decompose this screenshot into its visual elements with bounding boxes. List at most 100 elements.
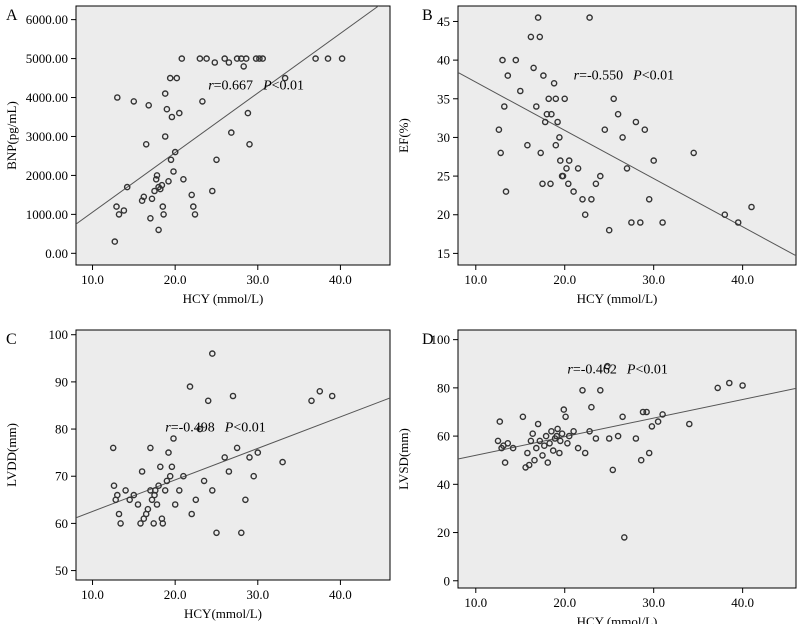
data-point-d-7 [519, 413, 527, 421]
data-point-c-30 [168, 463, 176, 471]
data-point-a-22 [161, 133, 169, 140]
x-tick-label-a-3: 40.0 [329, 272, 352, 287]
annotation-r-value-a: =0.667 [214, 79, 253, 94]
data-point-d-57 [714, 384, 722, 392]
data-point-a-39 [199, 98, 206, 105]
panel-letter-a: A [6, 7, 18, 24]
data-point-b-35 [574, 165, 582, 172]
data-point-c-20 [151, 487, 159, 494]
data-point-d-30 [560, 406, 568, 413]
data-point-c-8 [130, 491, 138, 499]
data-point-d-34 [570, 427, 577, 435]
data-point-a-3 [115, 211, 123, 218]
data-point-d-10 [525, 461, 533, 469]
data-point-a-55 [259, 55, 267, 62]
data-point-a-29 [170, 168, 177, 175]
data-point-b-1 [497, 149, 505, 157]
x-tick-label-a-0: 10.0 [81, 272, 104, 287]
annotation-c: r=-0.498 P<0.01 [165, 420, 265, 435]
data-point-d-47 [621, 534, 628, 541]
data-point-a-56 [281, 74, 289, 82]
data-point-d-31 [562, 413, 569, 421]
data-point-b-55 [690, 149, 698, 157]
data-point-d-40 [592, 435, 600, 442]
data-point-c-23 [156, 463, 164, 471]
x-axis-title-d: HCY (mmol/L) [577, 614, 658, 624]
y-axis-title-b: EF(%) [396, 118, 411, 153]
y-tick-label-d-2: 40 [437, 477, 450, 492]
data-point-b-23 [552, 141, 560, 149]
y-axis-title-d: LVSD(mm) [396, 428, 411, 490]
y-tick-label-a-0: 0.00 [45, 246, 68, 261]
data-point-b-50 [637, 219, 644, 226]
data-point-c-6 [122, 487, 129, 494]
data-point-b-38 [586, 14, 593, 21]
data-point-a-6 [130, 98, 138, 105]
data-point-d-14 [533, 444, 540, 452]
data-point-b-21 [548, 110, 555, 118]
data-point-c-53 [279, 458, 286, 466]
data-point-c-34 [180, 472, 187, 480]
x-axis-title-b: HCY (mmol/L) [577, 291, 658, 306]
data-point-c-43 [213, 529, 220, 537]
data-point-a-21 [160, 211, 167, 218]
x-tick-label-c-2: 30.0 [246, 587, 269, 602]
annotation-r-symbol-d: r [567, 362, 573, 377]
y-tick-label-c-3: 80 [55, 422, 68, 437]
y-tick-label-d-1: 20 [437, 525, 450, 540]
x-tick-label-a-2: 30.0 [246, 272, 269, 287]
data-point-d-58 [726, 379, 733, 387]
data-point-a-24 [163, 105, 171, 113]
data-point-d-19 [542, 432, 550, 440]
data-point-a-49 [240, 63, 247, 70]
x-tick-label-c-3: 40.0 [329, 587, 352, 602]
data-point-d-0 [494, 437, 502, 445]
data-point-c-35 [186, 383, 194, 390]
data-point-a-26 [166, 74, 174, 82]
data-point-d-22 [548, 427, 555, 435]
data-point-a-38 [196, 55, 204, 62]
data-point-a-27 [167, 156, 175, 164]
data-point-a-30 [171, 148, 179, 156]
data-point-c-33 [175, 487, 183, 494]
data-point-c-27 [163, 477, 171, 485]
data-point-b-3 [500, 103, 508, 110]
data-point-c-5 [117, 520, 124, 527]
y-tick-label-a-1: 1000.00 [26, 207, 68, 222]
data-point-d-5 [504, 439, 512, 447]
y-tick-label-a-4: 4000.00 [26, 90, 68, 105]
data-point-c-56 [328, 392, 336, 400]
data-point-a-47 [233, 55, 241, 62]
data-point-b-45 [614, 110, 622, 118]
data-point-b-32 [565, 180, 572, 188]
data-point-b-42 [601, 126, 609, 133]
data-point-c-31 [170, 435, 177, 442]
data-point-c-44 [221, 454, 228, 461]
y-tick-label-c-0: 50 [55, 563, 68, 578]
data-point-a-33 [178, 55, 186, 62]
plot-area-d [457, 329, 797, 589]
annotation-r-value-d: =-0.462 [573, 362, 617, 377]
chart-panel-c: 10.0 20.0 30.0 40.0 50 60 70 80 90 100 HCY(mmol/L)… [4, 327, 391, 621]
data-point-c-37 [192, 496, 200, 504]
panel-letter-b: B [422, 7, 433, 24]
data-point-d-9 [524, 449, 531, 457]
x-tick-label-d-1: 20.0 [553, 595, 576, 610]
x-tick-label-b-3: 40.0 [731, 272, 754, 287]
y-axis-title-a: BNP(pg/mL) [4, 101, 19, 170]
data-point-b-20 [547, 180, 554, 188]
data-point-d-23 [549, 447, 557, 454]
data-point-a-2 [114, 94, 121, 101]
chart-panel-b: 10.0 20.0 30.0 40.0 15 20 25 30 35 40 45 HCY (mmol/… [396, 5, 797, 306]
data-point-a-42 [211, 59, 219, 66]
data-point-b-54 [659, 219, 666, 226]
data-point-d-18 [541, 442, 548, 450]
data-point-d-11 [527, 437, 535, 445]
fit-line-d [458, 387, 796, 460]
annotation-d: r=-0.462 P<0.01 [567, 362, 667, 377]
y-tick-label-b-2: 25 [437, 169, 450, 184]
data-point-c-48 [237, 529, 245, 537]
annotation-p-value-b: <0.01 [642, 68, 674, 83]
data-point-d-12 [529, 430, 537, 438]
